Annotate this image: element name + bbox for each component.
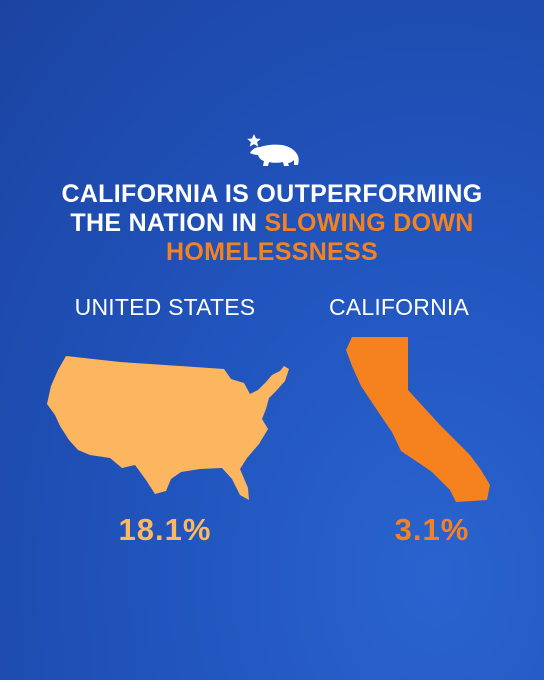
star-icon	[247, 134, 261, 147]
headline-highlight: SLOWING DOWN HOMELESSNESS	[166, 209, 474, 266]
bear-icon	[250, 144, 299, 166]
region-label: CALIFORNIA	[328, 294, 470, 320]
us-map	[47, 356, 289, 500]
headline-lead: CALIFORNIA IS OUTPERFORMING THE NATION I…	[61, 180, 483, 237]
region-label: UNITED STATES	[74, 294, 256, 320]
region-value: 18.1%	[118, 512, 212, 547]
region-value: 3.1%	[394, 512, 470, 547]
california-map	[346, 337, 490, 502]
headline: CALIFORNIA IS OUTPERFORMING THE NATION I…	[52, 180, 492, 267]
